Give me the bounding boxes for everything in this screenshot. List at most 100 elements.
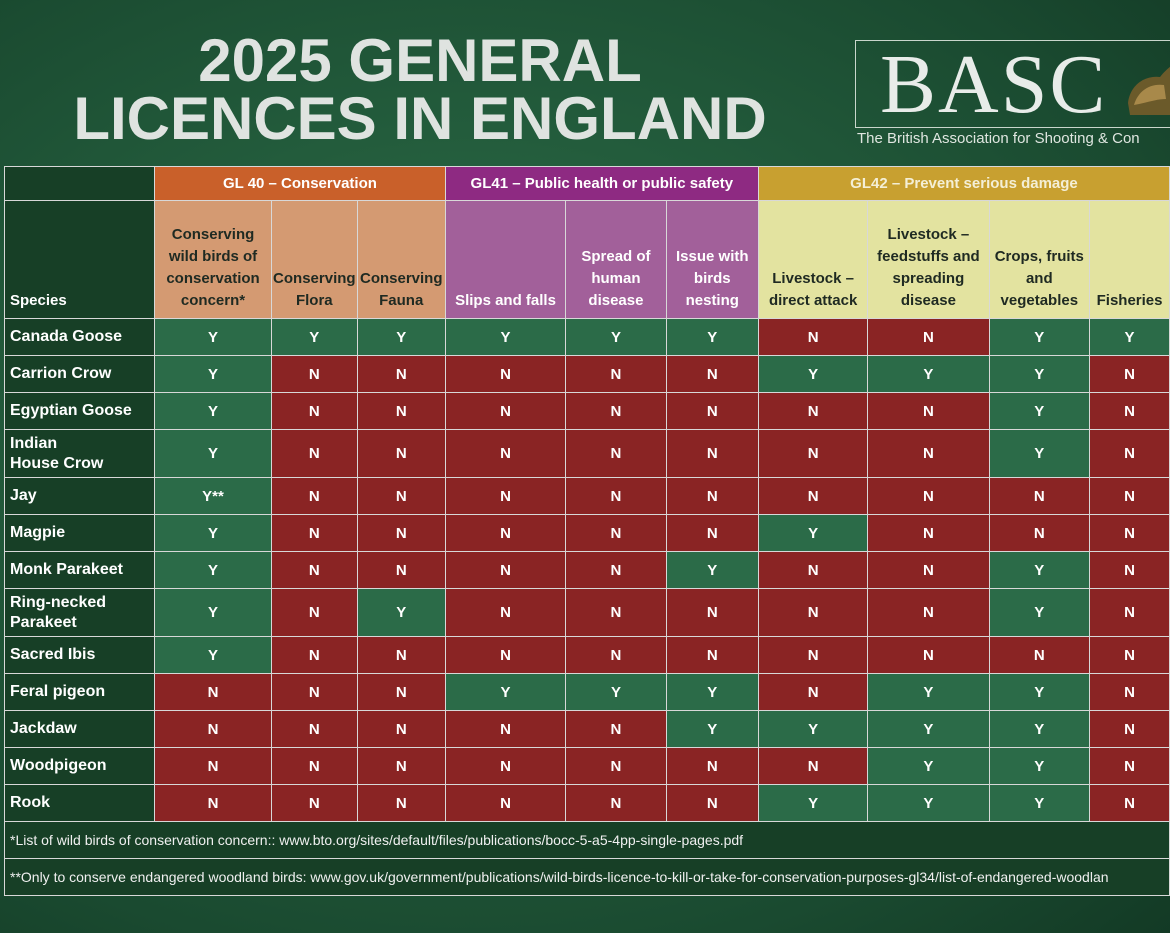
licence-cell: N — [270, 551, 358, 589]
group-gl42: GL42 – Prevent serious damage — [757, 166, 1170, 201]
col-spread-of-disease: Spread of human disease — [565, 200, 667, 319]
licence-cell: N — [356, 429, 446, 478]
licence-cell: Y — [988, 710, 1091, 748]
licence-cell: N — [665, 477, 759, 515]
licence-cell: Y — [867, 673, 990, 711]
licence-cell: N — [565, 636, 667, 674]
licence-cell: Y — [988, 429, 1091, 478]
licence-cell: N — [757, 588, 869, 637]
licence-cell: Y — [757, 710, 869, 748]
licence-cell: Y — [444, 318, 567, 356]
licence-cell: Y — [444, 673, 567, 711]
licence-cell: Y — [757, 355, 869, 393]
licence-cell: N — [444, 784, 567, 822]
table-row: Jay Y** N N N N N N N N N — [3, 477, 1170, 515]
licence-cell: Y — [154, 429, 272, 478]
footnote-2: **Only to conserve endangered woodland b… — [4, 858, 1170, 896]
species-cell: Egyptian Goose — [3, 392, 156, 430]
licence-cell: N — [270, 784, 358, 822]
licence-cell: N — [356, 784, 446, 822]
species-cell: Indian House Crow — [3, 429, 156, 478]
licence-cell: Y — [867, 747, 990, 785]
column-header-row: Species Conserving wild birds of conserv… — [3, 200, 1170, 319]
footnote-row-1: *List of wild birds of conservation conc… — [4, 821, 1170, 859]
licence-cell: Y — [665, 318, 759, 356]
table-row: Magpie Y N N N N N Y N N N — [3, 514, 1170, 552]
logo-subtitle: The British Association for Shooting & C… — [857, 130, 1140, 147]
licence-cell: Y — [154, 514, 272, 552]
licence-cell: N — [356, 673, 446, 711]
licence-cell: N — [444, 636, 567, 674]
licence-cell: N — [565, 747, 667, 785]
licence-cell: N — [867, 429, 990, 478]
licence-cell: N — [1089, 747, 1170, 785]
licence-cell: N — [1089, 784, 1170, 822]
licence-cell: N — [444, 551, 567, 589]
licence-cell: N — [270, 636, 358, 674]
licence-cell: Y — [154, 392, 272, 430]
licence-cell: N — [1089, 673, 1170, 711]
licence-cell: Y — [154, 551, 272, 589]
table-row: Feral pigeon N N N Y Y Y N Y Y N — [3, 673, 1170, 711]
licence-cell: N — [356, 514, 446, 552]
licence-cell: N — [270, 710, 358, 748]
licence-cell: N — [154, 673, 272, 711]
licence-cell: N — [565, 784, 667, 822]
table-row: Jackdaw N N N N N Y Y Y Y N — [3, 710, 1170, 748]
licence-cell: N — [1089, 636, 1170, 674]
group-header-row: GL 40 – Conservation GL41 – Public healt… — [3, 166, 1170, 201]
licence-cell: N — [1089, 392, 1170, 430]
col-species: Species — [3, 200, 156, 319]
licence-cell: N — [565, 355, 667, 393]
licence-cell: N — [444, 355, 567, 393]
table-row: Canada Goose Y Y Y Y Y Y N N Y Y — [3, 318, 1170, 356]
licence-cell: N — [444, 392, 567, 430]
table-row: Ring-necked Parakeet Y N Y N N N N N Y N — [3, 588, 1170, 637]
licence-cell: Y — [154, 355, 272, 393]
licence-cell: N — [1089, 551, 1170, 589]
licence-cell: N — [665, 355, 759, 393]
licence-cell: Y — [988, 318, 1091, 356]
licence-cell: N — [565, 392, 667, 430]
licence-cell: Y — [988, 784, 1091, 822]
licence-cell: N — [1089, 588, 1170, 637]
licence-cell: Y — [565, 318, 667, 356]
col-slips-and-falls: Slips and falls — [444, 200, 567, 319]
licence-cell: N — [270, 514, 358, 552]
licence-cell: N — [154, 747, 272, 785]
licence-cell: N — [270, 747, 358, 785]
licence-cell: Y — [356, 318, 446, 356]
licence-cell: N — [665, 747, 759, 785]
licence-cell: N — [356, 710, 446, 748]
licence-cell: Y — [665, 551, 759, 589]
table-body: Canada Goose Y Y Y Y Y Y N N Y Y Carrion Crow Y N N N N N… — [3, 318, 1170, 822]
licence-cell: N — [867, 477, 990, 515]
title-line-1: 2025 GENERAL — [198, 27, 642, 94]
licence-cell: Y — [154, 318, 272, 356]
col-livestock-direct-attack: Livestock – direct attack — [757, 200, 869, 319]
species-cell: Rook — [3, 784, 156, 822]
licence-cell: Y — [665, 710, 759, 748]
page-title: 2025 GENERAL LICENCES IN ENGLAND — [40, 27, 800, 149]
licence-cell: N — [356, 392, 446, 430]
group-header-blank — [3, 166, 156, 201]
group-gl40: GL 40 – Conservation — [154, 166, 446, 201]
licence-cell: N — [757, 673, 869, 711]
licence-cell: Y — [988, 392, 1091, 430]
licence-cell: N — [565, 588, 667, 637]
licence-cell: N — [665, 636, 759, 674]
licence-cell: N — [665, 784, 759, 822]
licence-cell: N — [1089, 710, 1170, 748]
licence-cell: N — [665, 588, 759, 637]
species-cell: Magpie — [3, 514, 156, 552]
licence-cell: N — [356, 355, 446, 393]
table-row: Egyptian Goose Y N N N N N N N Y N — [3, 392, 1170, 430]
licence-cell: N — [1089, 477, 1170, 515]
col-fisheries: Fisheries — [1089, 200, 1170, 319]
table-row: Woodpigeon N N N N N N N Y Y N — [3, 747, 1170, 785]
licence-cell: N — [1089, 429, 1170, 478]
licence-cell: N — [757, 318, 869, 356]
basc-logo: BASC — [880, 38, 1108, 131]
licence-cell: N — [665, 514, 759, 552]
licence-cell: N — [757, 429, 869, 478]
